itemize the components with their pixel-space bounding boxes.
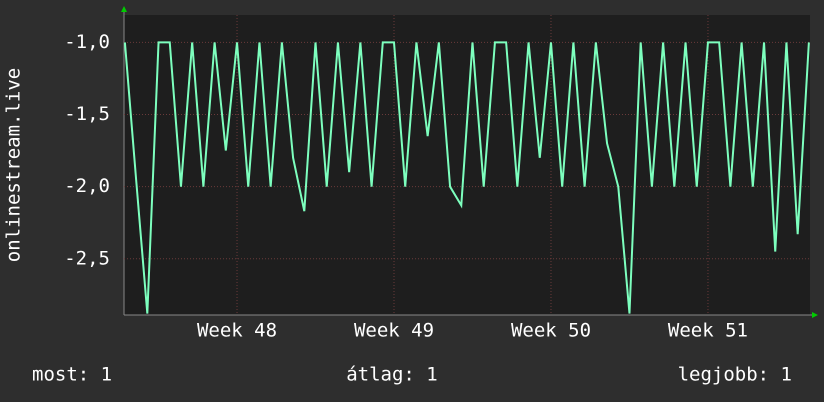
- footer-current: most: 1: [32, 364, 112, 386]
- footer-best: legjobb: 1: [678, 364, 792, 386]
- x-tick-label: Week 48: [197, 320, 277, 342]
- y-tick-label: -2,5: [64, 247, 110, 269]
- footer-average: átlag: 1: [346, 364, 438, 386]
- x-arrow: [812, 312, 818, 318]
- x-tick-label: Week 51: [668, 320, 748, 342]
- x-tick-label: Week 49: [354, 320, 434, 342]
- y-arrow: [121, 6, 127, 12]
- y-axis-label: onlinestream.live: [3, 68, 25, 262]
- y-tick-label: -2,0: [64, 175, 110, 197]
- data-line: [123, 41, 810, 314]
- x-tick-label: Week 50: [511, 320, 591, 342]
- y-tick-label: -1,5: [64, 103, 110, 125]
- y-tick-label: -1,0: [64, 31, 110, 53]
